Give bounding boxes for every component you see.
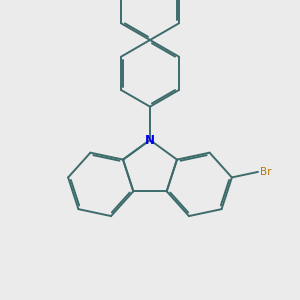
Text: Br: Br (260, 167, 271, 177)
Text: N: N (145, 134, 155, 146)
